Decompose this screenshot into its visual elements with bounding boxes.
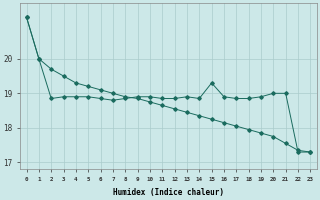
X-axis label: Humidex (Indice chaleur): Humidex (Indice chaleur) <box>113 188 224 197</box>
